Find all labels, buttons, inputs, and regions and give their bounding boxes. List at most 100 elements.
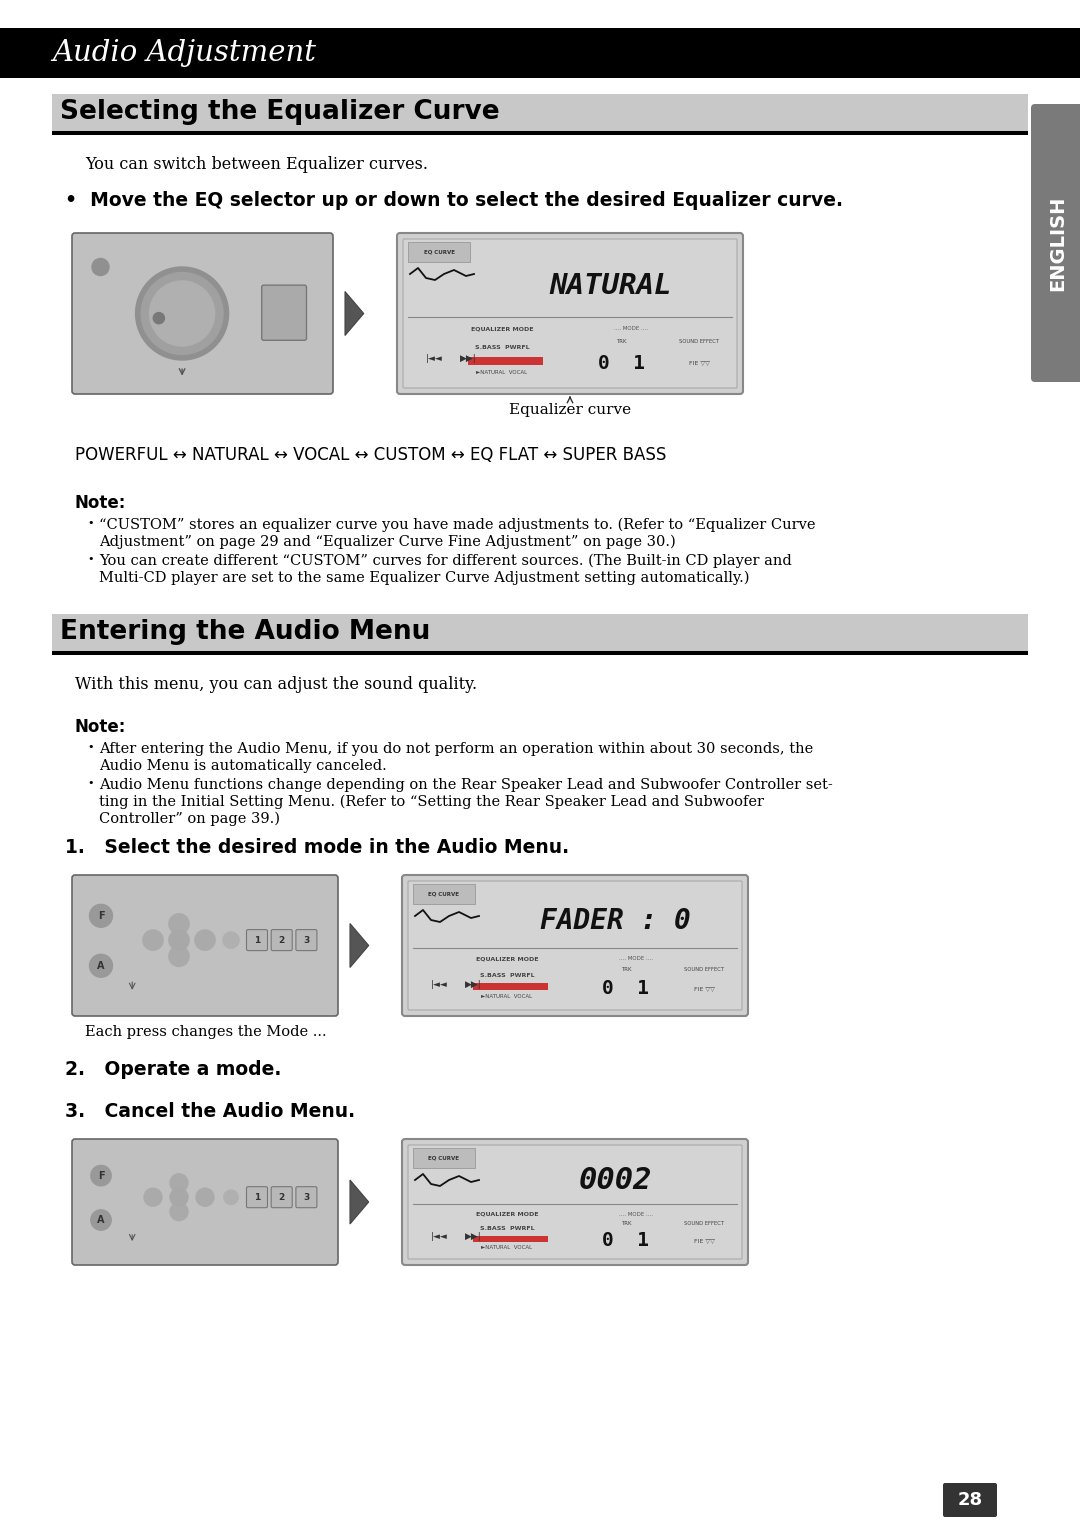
Text: Multi-CD player are set to the same Equalizer Curve Adjustment setting automatic: Multi-CD player are set to the same Equa… <box>99 570 750 586</box>
Text: S.BASS  PWRFL: S.BASS PWRFL <box>475 345 529 350</box>
Text: 0002: 0002 <box>579 1167 652 1194</box>
Text: With this menu, you can adjust the sound quality.: With this menu, you can adjust the sound… <box>75 676 477 693</box>
Text: SOUND EFFECT: SOUND EFFECT <box>684 967 725 972</box>
Polygon shape <box>350 1180 368 1223</box>
Text: After entering the Audio Menu, if you do not perform an operation within about 3: After entering the Audio Menu, if you do… <box>99 742 813 756</box>
Circle shape <box>91 1165 111 1187</box>
Text: |◄◄: |◄◄ <box>431 1233 447 1242</box>
Circle shape <box>141 273 222 354</box>
Circle shape <box>195 1188 214 1206</box>
Bar <box>473 1236 548 1242</box>
FancyBboxPatch shape <box>246 929 268 950</box>
FancyBboxPatch shape <box>413 1148 475 1168</box>
Text: EQUALIZER MODE: EQUALIZER MODE <box>471 327 534 331</box>
Text: 28: 28 <box>958 1492 983 1508</box>
Circle shape <box>170 1202 188 1220</box>
Text: •: • <box>87 553 94 564</box>
Text: You can create different “CUSTOM” curves for different sources. (The Built-in CD: You can create different “CUSTOM” curves… <box>99 553 792 569</box>
Text: •: • <box>87 779 94 788</box>
Circle shape <box>90 904 112 927</box>
FancyBboxPatch shape <box>402 875 748 1016</box>
Text: Each press changes the Mode ...: Each press changes the Mode ... <box>85 1026 326 1039</box>
Text: EQ CURVE: EQ CURVE <box>423 250 455 254</box>
Circle shape <box>92 259 109 276</box>
FancyBboxPatch shape <box>403 239 737 388</box>
Circle shape <box>194 931 215 950</box>
Bar <box>52 615 1028 655</box>
FancyBboxPatch shape <box>408 242 470 262</box>
Circle shape <box>170 1174 188 1191</box>
Text: 3.   Cancel the Audio Menu.: 3. Cancel the Audio Menu. <box>65 1102 355 1121</box>
Circle shape <box>153 313 164 323</box>
Text: 0  1: 0 1 <box>603 980 649 998</box>
Text: Note:: Note: <box>75 494 126 512</box>
Bar <box>52 652 1028 655</box>
Circle shape <box>136 267 229 360</box>
Text: TRK: TRK <box>621 1222 631 1226</box>
Bar <box>468 357 543 365</box>
FancyBboxPatch shape <box>271 929 293 950</box>
FancyBboxPatch shape <box>72 1139 338 1265</box>
Bar <box>52 94 1028 133</box>
FancyBboxPatch shape <box>1031 104 1080 382</box>
Text: •  Move the EQ selector up or down to select the desired Equalizer curve.: • Move the EQ selector up or down to sel… <box>65 192 843 210</box>
Text: S.BASS  PWRFL: S.BASS PWRFL <box>480 973 535 978</box>
Text: 0  1: 0 1 <box>597 354 645 373</box>
Bar <box>52 130 1028 135</box>
Text: ▶▶|: ▶▶| <box>460 354 476 363</box>
FancyBboxPatch shape <box>408 1145 742 1259</box>
FancyBboxPatch shape <box>72 875 338 1016</box>
Text: .... MODE ....: .... MODE .... <box>619 1211 653 1217</box>
FancyBboxPatch shape <box>261 285 307 340</box>
Text: ▶▶|: ▶▶| <box>464 980 482 989</box>
FancyBboxPatch shape <box>271 1187 293 1208</box>
Text: ►NATURAL  VOCAL: ►NATURAL VOCAL <box>482 1245 532 1249</box>
Text: 2.   Operate a mode.: 2. Operate a mode. <box>65 1059 282 1079</box>
Text: FIE ▽▽: FIE ▽▽ <box>693 1239 715 1243</box>
Polygon shape <box>345 291 364 336</box>
Circle shape <box>90 954 112 977</box>
Text: Audio Adjustment: Audio Adjustment <box>52 38 316 67</box>
Text: You can switch between Equalizer curves.: You can switch between Equalizer curves. <box>85 156 428 173</box>
Text: 1: 1 <box>254 1193 260 1202</box>
Text: EQUALIZER MODE: EQUALIZER MODE <box>476 1211 538 1217</box>
Circle shape <box>143 931 163 950</box>
Polygon shape <box>350 923 368 967</box>
Circle shape <box>168 946 189 966</box>
Text: .... MODE ....: .... MODE .... <box>615 327 648 331</box>
Text: 3: 3 <box>303 1193 310 1202</box>
Text: EQUALIZER MODE: EQUALIZER MODE <box>476 957 538 961</box>
Circle shape <box>222 932 239 949</box>
FancyBboxPatch shape <box>943 1482 997 1518</box>
Circle shape <box>149 281 215 346</box>
Text: FIE ▽▽: FIE ▽▽ <box>689 360 710 365</box>
Text: “CUSTOM” stores an equalizer curve you have made adjustments to. (Refer to “Equa: “CUSTOM” stores an equalizer curve you h… <box>99 518 815 532</box>
Circle shape <box>144 1188 162 1206</box>
Text: ting in the Initial Setting Menu. (Refer to “Setting the Rear Speaker Lead and S: ting in the Initial Setting Menu. (Refer… <box>99 796 764 809</box>
FancyBboxPatch shape <box>246 1187 268 1208</box>
Text: A: A <box>97 1216 105 1225</box>
Text: ►NATURAL  VOCAL: ►NATURAL VOCAL <box>476 369 527 376</box>
FancyBboxPatch shape <box>296 1187 316 1208</box>
Circle shape <box>168 931 189 950</box>
Circle shape <box>91 1210 111 1229</box>
Text: Entering the Audio Menu: Entering the Audio Menu <box>60 619 430 645</box>
Text: Audio Menu is automatically canceled.: Audio Menu is automatically canceled. <box>99 759 387 773</box>
Text: Controller” on page 39.): Controller” on page 39.) <box>99 812 280 826</box>
Text: S.BASS  PWRFL: S.BASS PWRFL <box>480 1226 535 1231</box>
Text: ENGLISH: ENGLISH <box>1048 195 1067 291</box>
Circle shape <box>168 914 189 934</box>
Text: 0  1: 0 1 <box>603 1231 649 1249</box>
FancyBboxPatch shape <box>397 233 743 394</box>
Text: Selecting the Equalizer Curve: Selecting the Equalizer Curve <box>60 100 500 126</box>
Text: SOUND EFFECT: SOUND EFFECT <box>684 1222 725 1226</box>
Bar <box>0 28 1080 78</box>
Text: POWERFUL ↔ NATURAL ↔ VOCAL ↔ CUSTOM ↔ EQ FLAT ↔ SUPER BASS: POWERFUL ↔ NATURAL ↔ VOCAL ↔ CUSTOM ↔ EQ… <box>75 446 666 464</box>
FancyBboxPatch shape <box>413 885 475 904</box>
Text: A: A <box>97 961 105 970</box>
FancyBboxPatch shape <box>402 1139 748 1265</box>
Text: •: • <box>87 518 94 527</box>
Text: •: • <box>87 742 94 753</box>
Text: TRK: TRK <box>616 339 626 343</box>
Bar <box>473 983 548 990</box>
